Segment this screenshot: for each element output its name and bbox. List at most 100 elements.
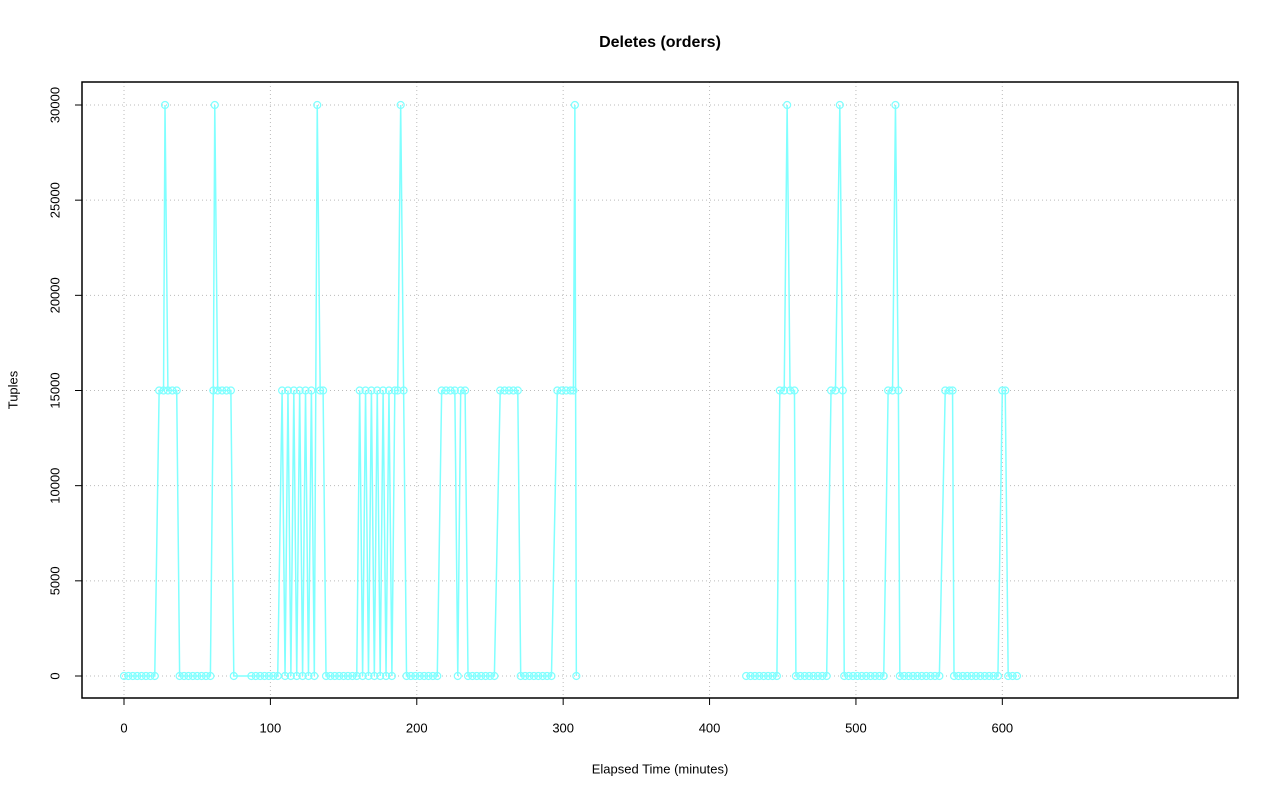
- data-point: [759, 671, 768, 681]
- x-tick-label: 400: [699, 720, 721, 735]
- data-point: [980, 671, 989, 681]
- data-point: [119, 671, 129, 681]
- data-point: [913, 671, 922, 681]
- data-point: [553, 386, 562, 395]
- data-point: [804, 671, 814, 681]
- data-point: [998, 386, 1007, 395]
- data-point: [433, 671, 442, 681]
- data-point: [848, 671, 858, 681]
- data-point: [785, 386, 795, 395]
- data-point: [534, 671, 543, 681]
- data-point: [450, 386, 459, 395]
- data-point: [441, 386, 451, 395]
- x-tick-label: 100: [260, 720, 282, 735]
- data-point: [381, 671, 391, 681]
- data-point: [411, 671, 420, 681]
- data-point: [269, 671, 278, 681]
- chart-title: Deletes (orders): [599, 34, 721, 51]
- x-tick-label: 600: [991, 720, 1013, 735]
- data-point: [542, 671, 552, 681]
- data-point: [278, 386, 287, 395]
- data-point: [857, 671, 866, 681]
- data-point: [504, 386, 514, 395]
- data-point: [948, 386, 957, 395]
- data-point: [396, 100, 405, 110]
- data-point: [509, 386, 518, 395]
- data-point: [783, 100, 792, 110]
- data-point: [295, 386, 304, 395]
- data-point: [967, 671, 976, 681]
- data-point: [172, 386, 181, 395]
- data-point: [791, 671, 801, 681]
- data-point: [313, 100, 322, 110]
- data-point: [525, 671, 534, 681]
- data-point: [355, 386, 364, 395]
- data-point: [339, 671, 348, 681]
- data-point: [141, 671, 151, 681]
- data-point: [566, 386, 575, 395]
- data-point: [485, 671, 495, 681]
- data-point: [437, 386, 446, 395]
- data-point: [926, 671, 935, 681]
- data-point: [1012, 671, 1022, 681]
- data-point: [746, 671, 755, 681]
- data-point: [971, 671, 981, 681]
- data-point: [989, 671, 998, 681]
- data-point: [570, 100, 579, 110]
- data-point: [124, 671, 133, 681]
- grid: [82, 82, 1238, 698]
- x-tick-label: 300: [552, 720, 574, 735]
- data-point: [163, 386, 173, 395]
- data-point: [206, 671, 215, 681]
- data-point: [500, 386, 509, 395]
- data-point: [304, 671, 313, 681]
- data-point: [985, 671, 994, 681]
- data-point: [160, 100, 170, 110]
- data-point: [908, 671, 918, 681]
- data-point: [343, 671, 353, 681]
- data-point: [838, 386, 847, 395]
- data-point: [286, 671, 295, 681]
- data-point: [463, 671, 473, 681]
- data-point: [213, 386, 222, 395]
- data-point: [318, 386, 328, 395]
- data-point: [768, 671, 777, 681]
- data-point: [390, 386, 399, 395]
- data-point: [976, 671, 985, 681]
- data-point: [826, 386, 836, 395]
- data-point: [376, 671, 385, 681]
- data-point: [373, 386, 382, 395]
- data-point: [159, 386, 168, 395]
- data-point: [175, 671, 184, 681]
- data-point: [822, 671, 831, 681]
- data-point: [415, 671, 424, 681]
- data-point: [780, 386, 789, 395]
- data-point: [775, 386, 784, 395]
- data-point: [922, 671, 931, 681]
- data-point: [496, 386, 505, 395]
- data-point: [572, 671, 581, 681]
- data-point: [370, 671, 379, 681]
- data-point: [750, 671, 760, 681]
- data-point: [384, 386, 394, 395]
- data-point: [521, 671, 530, 681]
- data-point: [361, 386, 370, 395]
- data-point: [904, 671, 913, 681]
- data-point: [352, 671, 361, 681]
- data-point: [818, 671, 827, 681]
- data-point: [197, 671, 206, 681]
- data-point: [210, 100, 219, 110]
- data-point: [424, 671, 433, 681]
- data-point: [813, 671, 822, 681]
- data-point: [954, 671, 963, 681]
- data-point: [379, 386, 388, 395]
- data-point: [917, 671, 926, 681]
- data-point: [201, 671, 211, 681]
- data-point: [879, 671, 888, 681]
- data-point: [809, 671, 818, 681]
- data-point: [292, 671, 301, 681]
- data-point: [888, 386, 897, 395]
- data-point: [460, 386, 470, 395]
- data-point: [468, 671, 477, 681]
